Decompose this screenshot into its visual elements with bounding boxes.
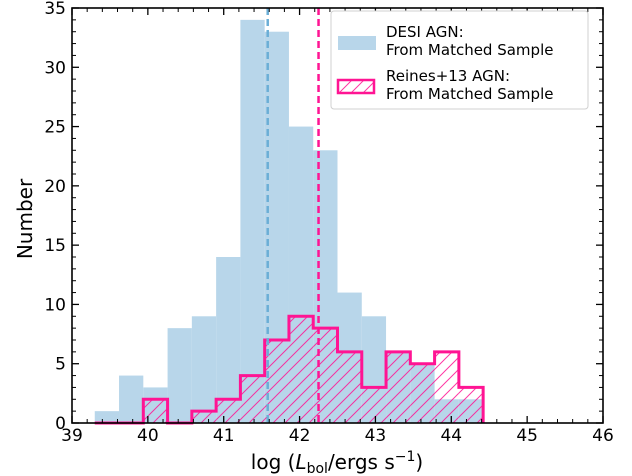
reines-hatch-8 — [288, 316, 314, 423]
x-axis-label: log (Lbol/ergs s−1) — [251, 449, 423, 476]
desi-bar-5 — [216, 257, 241, 423]
desi-bar-1 — [119, 375, 144, 423]
y-tick-label: 0 — [55, 414, 66, 434]
reines-hatch-12 — [386, 351, 411, 423]
reines-hatch-4 — [191, 411, 217, 423]
plot-frame — [71, 7, 604, 424]
reines-hatch-5 — [216, 399, 241, 423]
reines-hatch-11 — [361, 387, 387, 423]
plot-area — [94, 8, 485, 425]
reines-hatch-2 — [143, 399, 168, 423]
x-tick-label: 41 — [213, 426, 235, 446]
reines-hatch-14 — [434, 351, 459, 423]
legend-frame — [330, 10, 589, 110]
y-tick-label: 25 — [44, 118, 66, 138]
legend-label-reines-line1: Reines+13 AGN: — [386, 67, 510, 85]
y-tick-label: 15 — [44, 236, 66, 256]
axes: 39 40 41 42 43 44 45 46 0 5 10 15 20 25 30 35 — [44, 0, 613, 446]
y-tick-label: 20 — [44, 177, 66, 197]
y-tick-label: 5 — [55, 355, 66, 375]
x-tick-label: 43 — [365, 426, 387, 446]
legend-label-reines-line2: From Matched Sample — [386, 85, 553, 103]
desi-bar-4 — [191, 316, 217, 423]
x-tick-label: 40 — [137, 426, 159, 446]
legend-swatch-desi — [338, 36, 376, 50]
x-tick-label: 39 — [61, 426, 83, 446]
reines-hatch-13 — [410, 363, 435, 423]
legend: DESI AGN: From Matched Sample Reines+13 … — [330, 10, 589, 110]
desi-bar-0 — [94, 411, 120, 423]
y-tick-label: 30 — [44, 58, 66, 78]
x-tick-label: 44 — [440, 426, 462, 446]
reines-hatch-9 — [313, 328, 338, 423]
reines-hatch-15 — [458, 387, 484, 423]
desi-bar-6 — [240, 19, 265, 423]
legend-swatch-reines — [336, 78, 376, 95]
reines-hatch-6 — [240, 375, 265, 423]
y-tick-label: 10 — [44, 295, 66, 315]
y-tick-label: 35 — [44, 0, 66, 19]
legend-label-desi-line2: From Matched Sample — [386, 41, 553, 59]
y-axis-label: Number — [13, 178, 37, 259]
x-tick-label: 42 — [289, 426, 311, 446]
desi-bar-3 — [167, 328, 192, 423]
reines-hatch-10 — [337, 351, 362, 423]
x-tick-label: 46 — [592, 426, 614, 446]
legend-label-desi-line1: DESI AGN: — [386, 23, 464, 41]
x-tick-label: 45 — [516, 426, 538, 446]
